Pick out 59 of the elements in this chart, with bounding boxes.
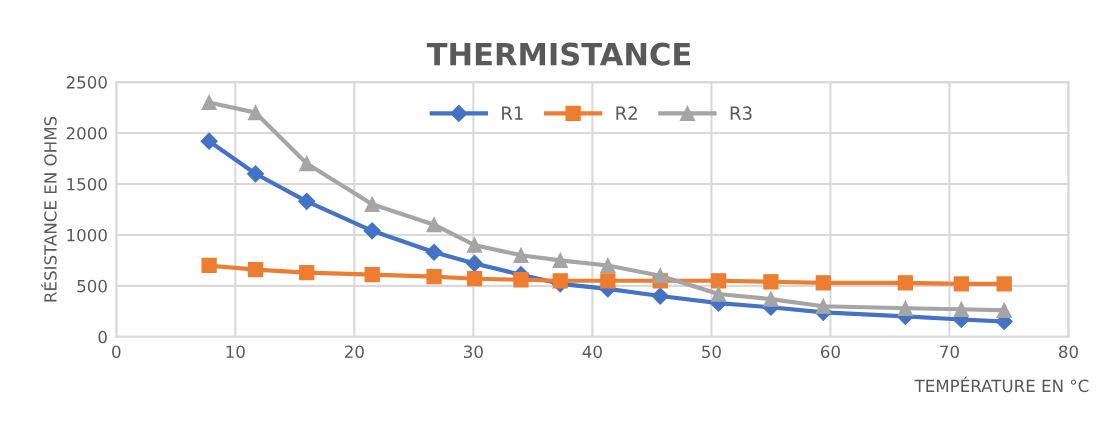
point bbox=[996, 302, 1012, 318]
point bbox=[200, 132, 218, 150]
y-tick-label: 1000 bbox=[67, 228, 107, 242]
point bbox=[600, 273, 616, 289]
point bbox=[247, 105, 264, 121]
x-tick-label: 20 bbox=[344, 345, 364, 359]
point bbox=[425, 243, 443, 261]
y-tick-label: 2500 bbox=[66, 76, 107, 89]
point bbox=[513, 272, 529, 288]
point bbox=[763, 274, 779, 290]
point bbox=[953, 276, 969, 292]
point bbox=[710, 286, 727, 302]
point bbox=[201, 257, 217, 274]
x-tick-label: 70 bbox=[940, 345, 959, 359]
y-tick-label: 0 bbox=[98, 330, 107, 344]
point bbox=[246, 165, 265, 183]
point bbox=[600, 257, 616, 274]
x-tick-label: 60 bbox=[820, 345, 840, 359]
point bbox=[201, 94, 217, 111]
point bbox=[364, 267, 380, 283]
x-tick-label: 50 bbox=[702, 345, 721, 359]
y-tick-label: 1500 bbox=[67, 177, 107, 191]
y-tick-label: 500 bbox=[77, 279, 107, 293]
point bbox=[763, 291, 779, 307]
point bbox=[651, 287, 669, 305]
x-tick-label: 0 bbox=[112, 345, 121, 359]
x-axis-title: TEMPÉRATURE EN °C bbox=[914, 376, 1089, 393]
point bbox=[897, 275, 914, 291]
legend-label: R1 bbox=[502, 106, 523, 120]
x-tick-label: 10 bbox=[226, 345, 245, 359]
point bbox=[513, 247, 529, 263]
point bbox=[710, 273, 727, 289]
point bbox=[466, 237, 483, 253]
point bbox=[364, 196, 380, 212]
point bbox=[426, 217, 442, 233]
point bbox=[815, 275, 831, 291]
point bbox=[897, 300, 914, 316]
point bbox=[996, 276, 1012, 292]
chart-title: THERMISTANCE bbox=[426, 42, 691, 66]
x-tick-label: 40 bbox=[582, 345, 602, 359]
point bbox=[466, 271, 483, 287]
point bbox=[426, 269, 442, 285]
point bbox=[953, 301, 969, 317]
point bbox=[652, 268, 668, 284]
point bbox=[363, 222, 381, 240]
point bbox=[815, 298, 831, 314]
point bbox=[299, 155, 315, 172]
point bbox=[465, 254, 484, 272]
y-axis-title: RÉSISTANCE EN OHMS bbox=[41, 116, 57, 302]
legend-label: R2 bbox=[616, 106, 637, 120]
point bbox=[552, 252, 568, 269]
legend-label: R3 bbox=[730, 106, 752, 120]
x-tick-label: 30 bbox=[464, 345, 483, 359]
point bbox=[298, 192, 316, 210]
y-tick-label: 2000 bbox=[66, 127, 107, 140]
point bbox=[299, 264, 315, 281]
x-tick-label: 80 bbox=[1059, 345, 1078, 359]
point bbox=[247, 261, 264, 278]
point bbox=[552, 273, 568, 289]
